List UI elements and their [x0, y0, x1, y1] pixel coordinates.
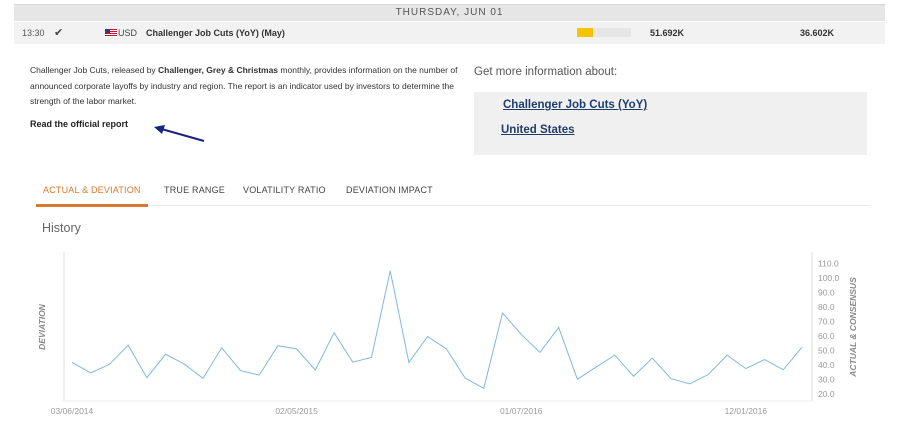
series-point[interactable] — [614, 354, 616, 356]
series-point[interactable] — [558, 326, 560, 328]
y-tick-label: 40.0 — [818, 360, 835, 370]
series-point[interactable] — [370, 356, 372, 358]
series-point[interactable] — [221, 347, 223, 349]
series-point[interactable] — [763, 358, 765, 360]
y-tick-label: 30.0 — [818, 374, 835, 384]
series-point[interactable] — [277, 345, 279, 347]
us-flag-icon — [105, 29, 117, 37]
more-info-title: Get more information about: — [474, 66, 618, 78]
y-tick-label: 100.0 — [818, 273, 840, 283]
description-rest: monthly, provides information on the num… — [30, 65, 458, 106]
event-name[interactable]: Challenger Job Cuts (YoY) (May) — [146, 28, 285, 38]
series-point[interactable] — [632, 375, 634, 377]
y-tick-label: 80.0 — [818, 302, 835, 312]
y-tick-label: 50.0 — [818, 345, 835, 355]
y-axis-label-left: DEVIATION — [37, 303, 47, 350]
event-row[interactable]: 13:30 ✔ USD Challenger Job Cuts (YoY) (M… — [14, 22, 885, 44]
chart-tabs: ACTUAL & DEVIATION TRUE RANGE VOLATILITY… — [36, 181, 870, 207]
series-point[interactable] — [389, 270, 391, 272]
tab-deviation-impact[interactable]: DEVIATION IMPACT — [346, 185, 433, 195]
series-point[interactable] — [483, 387, 485, 389]
series-point[interactable] — [595, 366, 597, 368]
description-intro: Challenger Job Cuts, released by — [30, 65, 159, 75]
check-icon: ✔ — [54, 27, 64, 39]
series-point[interactable] — [707, 373, 709, 375]
y-tick-label: 20.0 — [818, 389, 835, 399]
series-point[interactable] — [689, 383, 691, 385]
y-tick-label: 110.0 — [818, 259, 839, 269]
tab-actual-deviation[interactable]: ACTUAL & DEVIATION — [36, 181, 148, 207]
arrow-icon — [154, 125, 205, 142]
impact-bar-fill — [577, 28, 594, 37]
event-actual: 51.692K — [650, 28, 685, 38]
series-point[interactable] — [445, 348, 447, 350]
series-point[interactable] — [352, 361, 354, 363]
date-header: THURSDAY, JUN 01 — [14, 4, 885, 21]
series-point[interactable] — [520, 333, 522, 335]
event-previous: 36.602K — [800, 28, 835, 38]
series-point[interactable] — [183, 363, 185, 365]
series-point[interactable] — [71, 361, 73, 363]
series-point[interactable] — [745, 367, 747, 369]
link-challenger-job-cuts[interactable]: Challenger Job Cuts (YoY) — [503, 99, 648, 111]
history-title: History — [42, 221, 81, 235]
series-point[interactable] — [501, 312, 503, 314]
series-point[interactable] — [782, 369, 784, 371]
tab-volatility-ratio[interactable]: VOLATILITY RATIO — [243, 185, 326, 195]
series-point[interactable] — [295, 348, 297, 350]
event-description: Challenger Job Cuts, released by Challen… — [30, 63, 460, 110]
series-point[interactable] — [670, 377, 672, 379]
y-tick-label: 90.0 — [818, 288, 835, 298]
series-point[interactable] — [258, 374, 260, 376]
x-tick-label: 12/01/2016 — [725, 406, 768, 416]
y-axis-label-right: ACTUAL & CONSENSUS — [848, 277, 858, 378]
series-point[interactable] — [408, 361, 410, 363]
series-point[interactable] — [726, 354, 728, 356]
impact-bar — [577, 28, 631, 37]
more-info-box: Challenger Job Cuts (YoY) United States — [474, 92, 867, 155]
series-point[interactable] — [464, 377, 466, 379]
series-point[interactable] — [127, 344, 129, 346]
series-point[interactable] — [576, 378, 578, 380]
series-point[interactable] — [146, 377, 148, 379]
series-point[interactable] — [314, 369, 316, 371]
event-currency: USD — [118, 28, 138, 38]
series-point[interactable] — [164, 353, 166, 355]
series-line — [71, 270, 803, 390]
series-point[interactable] — [651, 357, 653, 359]
series-point[interactable] — [108, 363, 110, 365]
series-point[interactable] — [801, 346, 803, 348]
tab-true-range[interactable]: TRUE RANGE — [164, 185, 226, 195]
series-point[interactable] — [239, 369, 241, 371]
x-tick-label: 01/07/2016 — [500, 406, 543, 416]
series-point[interactable] — [426, 335, 428, 337]
series-point[interactable] — [539, 351, 541, 353]
series-point[interactable] — [90, 372, 92, 374]
y-tick-label: 60.0 — [818, 331, 835, 341]
event-time: 13:30 — [22, 28, 45, 38]
link-united-states[interactable]: United States — [501, 124, 575, 136]
description-source: Challenger, Grey & Christmas — [158, 65, 279, 75]
series-point[interactable] — [333, 332, 335, 334]
y-tick-label: 70.0 — [818, 316, 835, 326]
series-point[interactable] — [202, 377, 204, 379]
x-tick-label: 03/06/2014 — [51, 406, 94, 416]
x-tick-label: 02/05/2015 — [275, 406, 318, 416]
official-report-link[interactable]: Read the official report — [30, 119, 129, 129]
